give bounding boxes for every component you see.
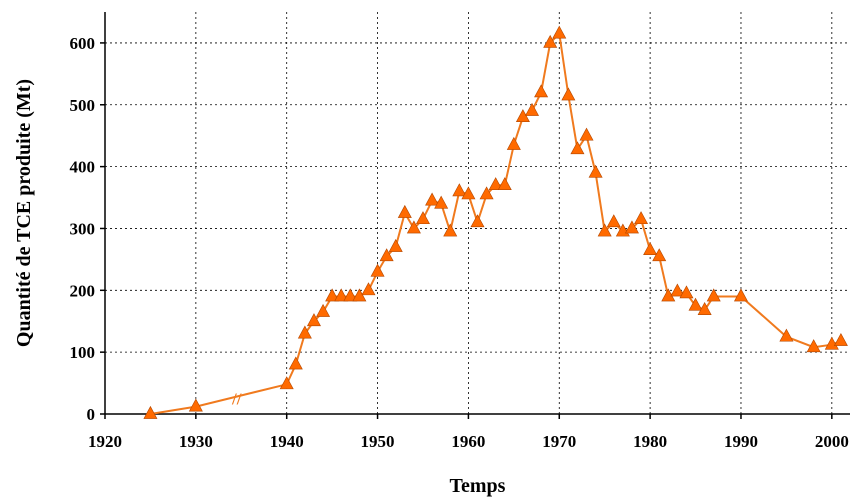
- data-point-marker: [543, 34, 558, 48]
- data-point-marker: [279, 376, 294, 390]
- data-point-marker: [434, 195, 449, 209]
- x-tick-label: 1980: [633, 432, 667, 451]
- x-tick-label: 1940: [270, 432, 304, 451]
- data-point-marker: [288, 356, 303, 370]
- y-tick-label: 100: [70, 343, 96, 362]
- data-point-marker: [297, 325, 312, 339]
- data-point-marker: [606, 214, 621, 228]
- x-tick-label: 1970: [542, 432, 576, 451]
- x-tick-label: 1950: [361, 432, 395, 451]
- data-point-marker: [588, 164, 603, 178]
- y-axis-title: Quantité de TCE produite (Mt): [13, 79, 35, 347]
- tick-labels: 1920 1930 1940 1950 1960 1970 1980 1990 2000 0 100…: [70, 34, 849, 451]
- data-point-marker: [188, 398, 203, 412]
- x-tick-label: 1930: [179, 432, 213, 451]
- series-layer: [143, 25, 848, 419]
- data-point-marker: [343, 288, 358, 302]
- data-point-marker: [306, 313, 321, 327]
- data-point-marker: [325, 288, 340, 302]
- data-point-marker: [706, 288, 721, 302]
- data-point-marker: [443, 223, 458, 237]
- x-axis-title: Temps: [450, 475, 506, 497]
- data-point-marker: [579, 127, 594, 141]
- data-point-marker: [652, 248, 667, 262]
- data-point-marker: [143, 405, 158, 419]
- y-tick-label: 300: [70, 219, 96, 238]
- data-point-marker: [461, 186, 476, 200]
- data-point-marker: [733, 288, 748, 302]
- data-point-marker: [452, 183, 467, 197]
- data-point-marker: [670, 283, 685, 297]
- data-point-marker: [379, 248, 394, 262]
- data-point-marker: [679, 285, 694, 299]
- data-point-marker: [779, 328, 794, 342]
- data-point-marker: [525, 102, 540, 116]
- y-tick-label: 0: [87, 405, 96, 424]
- x-tick-label: 1990: [724, 432, 758, 451]
- data-point-marker: [697, 302, 712, 315]
- data-point-marker: [470, 214, 485, 228]
- data-point-marker: [397, 204, 412, 218]
- data-point-marker: [561, 87, 576, 101]
- y-tick-label: 500: [70, 96, 96, 115]
- data-point-marker: [388, 238, 403, 252]
- data-point-marker: [688, 297, 703, 311]
- data-point-marker: [334, 288, 349, 302]
- y-tick-label: 200: [70, 281, 96, 300]
- data-point-marker: [806, 339, 821, 353]
- data-point-marker: [824, 336, 839, 350]
- data-point-marker: [497, 177, 512, 191]
- data-point-marker: [316, 303, 331, 317]
- data-point-marker: [570, 141, 585, 155]
- data-point-marker: [506, 136, 521, 150]
- data-point-marker: [406, 220, 421, 234]
- data-point-marker: [552, 25, 567, 39]
- data-point-marker: [415, 211, 430, 225]
- data-point-marker: [634, 211, 649, 225]
- x-tick-label: 1960: [451, 432, 485, 451]
- x-tick-label: 1920: [88, 432, 122, 451]
- data-point-marker: [833, 332, 848, 346]
- axis-break-marker: //: [231, 390, 242, 409]
- data-point-marker: [370, 263, 385, 277]
- data-point-marker: [488, 177, 503, 191]
- axes: [100, 12, 850, 419]
- y-tick-label: 600: [70, 34, 96, 53]
- data-point-marker: [534, 84, 549, 98]
- data-point-marker: [479, 186, 494, 200]
- series-line: [150, 31, 842, 415]
- data-point-marker: [624, 220, 639, 234]
- data-point-marker: [597, 223, 612, 237]
- data-point-marker: [643, 242, 658, 255]
- x-tick-label: 2000: [815, 432, 849, 451]
- gridlines: [105, 12, 850, 414]
- data-point-marker: [425, 192, 440, 206]
- data-point-marker: [361, 282, 376, 296]
- y-tick-label: 400: [70, 158, 96, 177]
